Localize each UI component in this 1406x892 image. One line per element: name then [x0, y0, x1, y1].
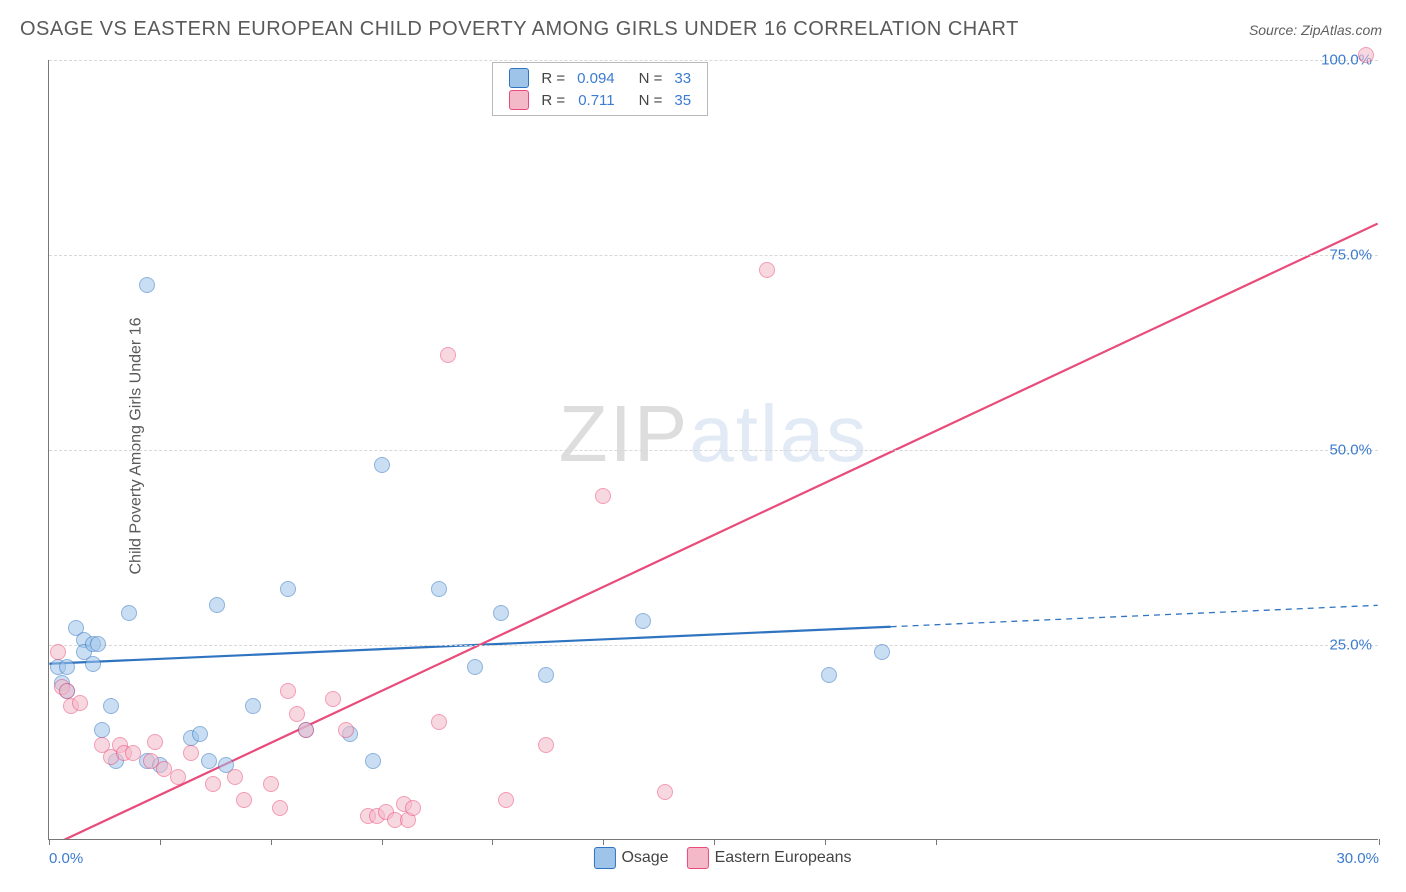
correlation-legend: R =0.094N =33R =0.711N =35 — [492, 62, 708, 116]
data-point — [405, 800, 421, 816]
data-point — [431, 581, 447, 597]
page-title: OSAGE VS EASTERN EUROPEAN CHILD POVERTY … — [20, 18, 1019, 41]
data-point — [280, 683, 296, 699]
data-point — [467, 659, 483, 675]
data-point — [245, 698, 261, 714]
data-point — [263, 776, 279, 792]
data-point — [325, 691, 341, 707]
data-point — [209, 597, 225, 613]
data-point — [431, 714, 447, 730]
gridline — [49, 60, 1378, 61]
gridline — [49, 645, 1378, 646]
x-tick — [271, 839, 272, 845]
data-point — [635, 613, 651, 629]
y-tick-label: 75.0% — [1329, 247, 1372, 264]
data-point — [493, 605, 509, 621]
legend-swatch — [593, 847, 615, 869]
data-point — [90, 636, 106, 652]
x-tick — [936, 839, 937, 845]
data-point — [289, 706, 305, 722]
x-tick — [382, 839, 383, 845]
data-point — [365, 753, 381, 769]
data-point — [440, 347, 456, 363]
x-tick — [160, 839, 161, 845]
trend-line — [49, 224, 1377, 839]
trend-line-extrapolated — [891, 605, 1378, 626]
legend-label: Osage — [621, 849, 668, 866]
data-point — [201, 753, 217, 769]
legend-label: Eastern Europeans — [715, 849, 852, 866]
scatter-plot: ZIPatlas 25.0%50.0%75.0%100.0%0.0%30.0%R… — [48, 60, 1378, 840]
data-point — [205, 776, 221, 792]
data-point — [121, 605, 137, 621]
data-point — [272, 800, 288, 816]
data-point — [374, 457, 390, 473]
x-tick — [714, 839, 715, 845]
x-tick-label: 30.0% — [1336, 850, 1379, 867]
data-point — [227, 769, 243, 785]
y-tick-label: 50.0% — [1329, 442, 1372, 459]
x-tick — [1379, 839, 1380, 845]
data-point — [170, 769, 186, 785]
data-point — [538, 737, 554, 753]
data-point — [280, 581, 296, 597]
data-point — [125, 745, 141, 761]
data-point — [59, 659, 75, 675]
data-point — [657, 784, 673, 800]
data-point — [183, 745, 199, 761]
data-point — [85, 656, 101, 672]
data-point — [498, 792, 514, 808]
data-point — [147, 734, 163, 750]
data-point — [72, 695, 88, 711]
y-tick-label: 25.0% — [1329, 637, 1372, 654]
source-credit: Source: ZipAtlas.com — [1249, 22, 1382, 38]
data-point — [821, 667, 837, 683]
data-point — [59, 683, 75, 699]
gridline — [49, 450, 1378, 451]
legend-swatch — [687, 847, 709, 869]
data-point — [236, 792, 252, 808]
data-point — [192, 726, 208, 742]
data-point — [1358, 47, 1374, 63]
legend-swatch — [509, 68, 529, 88]
data-point — [103, 698, 119, 714]
data-point — [139, 277, 155, 293]
x-tick — [825, 839, 826, 845]
data-point — [94, 722, 110, 738]
data-point — [874, 644, 890, 660]
watermark: ZIPatlas — [559, 388, 868, 480]
data-point — [759, 262, 775, 278]
x-tick — [492, 839, 493, 845]
data-point — [595, 488, 611, 504]
x-tick — [49, 839, 50, 845]
x-tick — [603, 839, 604, 845]
series-legend: Osage Eastern Europeans — [575, 847, 851, 869]
x-tick-label: 0.0% — [49, 850, 83, 867]
data-point — [298, 722, 314, 738]
gridline — [49, 255, 1378, 256]
legend-swatch — [509, 90, 529, 110]
data-point — [338, 722, 354, 738]
data-point — [538, 667, 554, 683]
data-point — [50, 644, 66, 660]
